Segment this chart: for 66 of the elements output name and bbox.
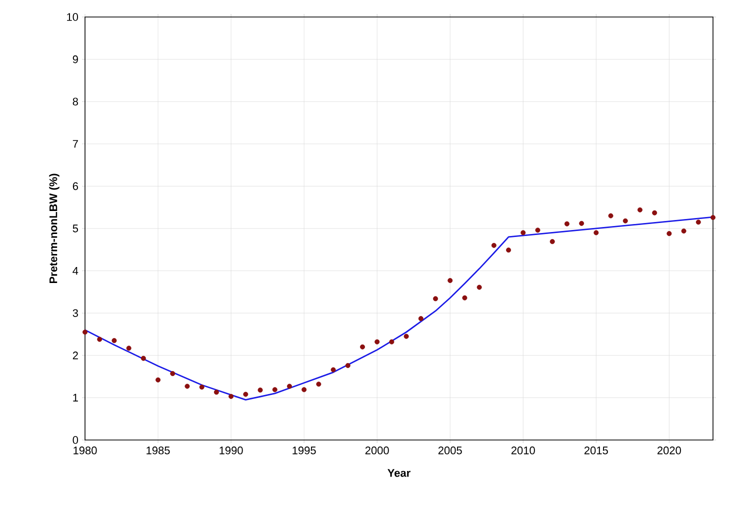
x-tick-label: 2020 [657,446,681,454]
point [97,336,102,342]
point [506,248,512,253]
x-axis-title: Year [388,469,410,477]
point [214,390,219,395]
y-tick-label: 5 [72,224,78,232]
point [184,384,190,389]
point [258,388,263,393]
point [82,330,88,335]
point [462,295,468,300]
point [228,394,234,399]
point [520,230,526,236]
y-tick-label: 0 [72,436,78,444]
point [666,231,672,236]
point [374,339,380,344]
point [272,387,278,392]
y-axis-title: Preterm-nonLBW (%) [49,174,60,284]
y-tick-label: 8 [72,98,78,106]
y-tick-label: 2 [72,352,78,360]
point [316,382,322,387]
x-tick-label: 1990 [220,446,243,454]
x-tick-label: 2015 [584,446,608,454]
point [112,338,117,344]
x-tick-label: 1985 [146,446,170,454]
point [608,213,614,218]
point [681,228,686,234]
x-tick-label: 2005 [438,446,462,454]
point [433,296,438,302]
point [550,239,555,244]
point [448,278,453,284]
x-tick-label: 2010 [511,446,535,454]
y-tick-label: 9 [72,55,78,64]
point [491,242,496,248]
point [345,363,350,368]
point [622,218,628,224]
point [199,384,204,390]
y-tick-label: 10 [67,13,78,21]
point [418,316,424,322]
point [476,284,482,290]
x-tick-label: 1995 [292,446,316,454]
point [140,356,146,361]
point [389,339,394,344]
point [360,344,365,350]
point [579,220,584,226]
point [710,214,716,220]
point [330,367,336,372]
y-tick-label: 7 [72,140,78,148]
point [286,384,292,389]
point [652,210,658,216]
point [637,207,642,212]
point [564,221,570,226]
point [404,334,409,339]
x-tick-label: 2000 [365,446,389,454]
y-tick-label: 4 [72,267,78,275]
point [126,346,132,351]
point [156,377,161,382]
point [243,392,248,397]
x-tick-label: 1980 [74,446,97,454]
point [535,228,540,233]
y-tick-label: 1 [73,394,78,402]
point [302,387,307,392]
y-tick-label: 6 [72,182,78,190]
point [594,230,599,236]
point [170,371,176,376]
point [696,220,701,225]
y-tick-label: 3 [72,309,78,317]
